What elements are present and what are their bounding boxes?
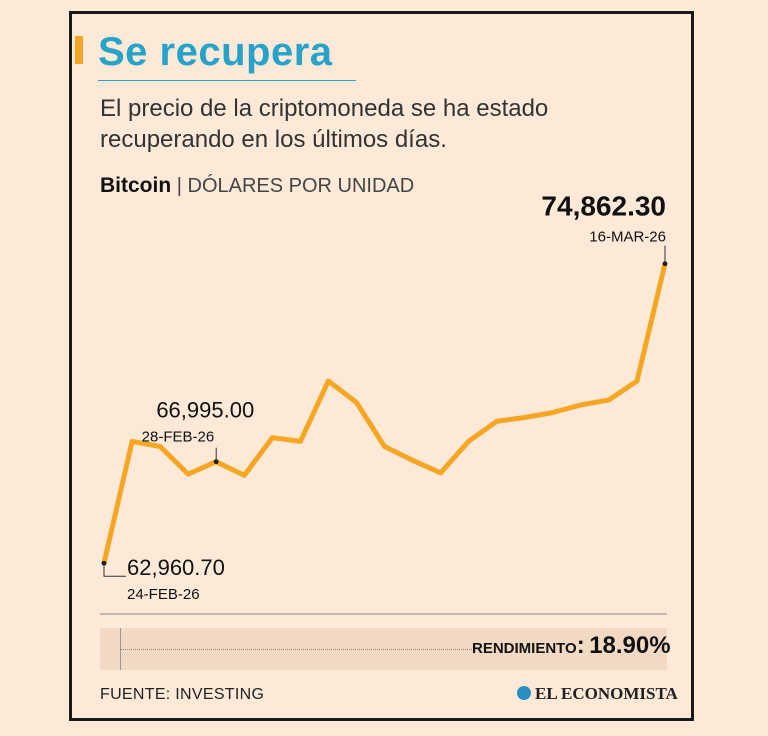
series-line-bitcoin xyxy=(101,261,668,566)
annotation-value: 74,862.30 xyxy=(541,191,666,222)
source-note: FUENTE: INVESTING xyxy=(100,686,265,703)
annotation-date: 28-FEB-26 xyxy=(142,429,215,446)
brand-logo: EL ECONOMISTA xyxy=(517,684,678,704)
series-name: Bitcoin xyxy=(100,174,172,197)
annotation-value: 62,960.70 xyxy=(127,555,225,580)
series-separator: | xyxy=(176,175,182,197)
rendimiento-value: 18.90% xyxy=(589,632,671,659)
rendimiento-colon: : xyxy=(576,632,585,659)
rendimiento-leader xyxy=(120,649,472,650)
series-unit: DÓLARES POR UNIDAD xyxy=(187,175,415,197)
annotation-value: 66,995.00 xyxy=(156,398,254,423)
brand-name: EL ECONOMISTA xyxy=(535,684,678,703)
rendimiento: RENDIMIENTO: 18.90% xyxy=(472,632,671,660)
data-point-marker xyxy=(101,560,107,566)
title-underline xyxy=(98,80,356,81)
page-title: Se recupera xyxy=(98,30,333,74)
title-accent-bar xyxy=(75,36,83,64)
rendimiento-label: RENDIMIENTO xyxy=(472,640,577,657)
annotation-date: 24-FEB-26 xyxy=(127,586,200,603)
brand-globe-icon xyxy=(517,686,531,700)
page-subtitle: El precio de la criptomoneda se ha estad… xyxy=(100,95,549,153)
infographic-frame xyxy=(69,11,694,721)
annotation-leader xyxy=(103,563,126,577)
series-label: Bitcoin | DÓLARES POR UNIDAD xyxy=(100,174,414,198)
annotation-date: 16-MAR-26 xyxy=(589,229,666,246)
